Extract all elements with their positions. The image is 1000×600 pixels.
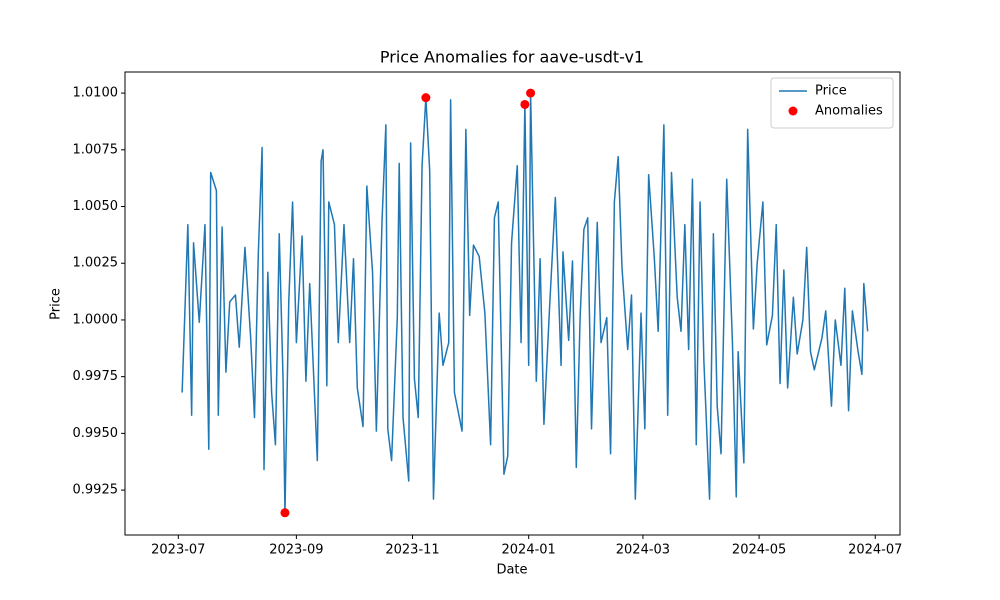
anomaly-point — [280, 508, 290, 518]
legend-label: Anomalies — [815, 104, 883, 119]
y-tick-label: 1.0100 — [73, 86, 119, 101]
y-tick-label: 0.9950 — [73, 426, 119, 441]
y-tick-label: 1.0025 — [73, 256, 119, 271]
x-axis-label: Date — [496, 563, 527, 578]
x-tick-label: 2023-09 — [269, 543, 323, 558]
y-tick-label: 1.0050 — [73, 199, 119, 214]
x-tick-label: 2024-01 — [502, 543, 556, 558]
plot-frame — [124, 71, 901, 536]
y-axis-label: Price — [49, 288, 64, 320]
price-line — [181, 92, 869, 514]
x-tick-label: 2024-07 — [848, 543, 902, 558]
anomaly-point — [421, 93, 431, 103]
anomaly-point — [526, 88, 536, 98]
x-tick-label: 2023-11 — [385, 543, 439, 558]
anomaly-point — [520, 99, 530, 109]
y-tick-label: 1.0075 — [73, 142, 119, 157]
y-tick-label: 0.9975 — [73, 369, 119, 384]
chart-title: Price Anomalies for aave-usdt-v1 — [380, 48, 644, 67]
x-tick-label: 2023-07 — [151, 543, 205, 558]
x-tick-label: 2024-03 — [616, 543, 670, 558]
y-tick-label: 1.0000 — [73, 312, 119, 327]
legend-swatch — [788, 106, 798, 116]
x-tick-label: 2024-05 — [732, 543, 786, 558]
y-tick-label: 0.9925 — [73, 483, 119, 498]
legend-label: Price — [815, 84, 847, 99]
